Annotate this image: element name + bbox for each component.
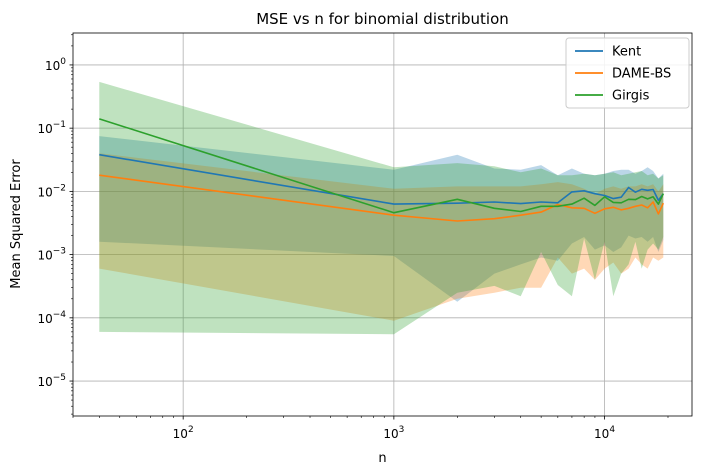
x-tick-label-0: 102 (173, 425, 194, 441)
legend-label-dame-bs: DAME-BS (612, 67, 671, 82)
legend-box (565, 37, 690, 109)
axis-ticks: 102 103 104 10−5 10−4 10−3 10−2 10−1 100 (37, 34, 669, 441)
line-dame-bs (99, 174, 665, 222)
y-tick-label-3: 10−2 (37, 183, 66, 199)
y-tick-label-2: 10−3 (37, 247, 66, 263)
line-kent (99, 153, 664, 205)
legend: Kent DAME-BS Girgis (565, 37, 690, 109)
series-lines (99, 118, 665, 222)
x-tick-label-1: 103 (383, 425, 404, 441)
y-tick-label-1: 10−4 (37, 310, 66, 326)
legend-label-kent: Kent (612, 45, 641, 60)
band-kent (99, 136, 664, 302)
y-tick-label-0: 10−5 (37, 373, 66, 389)
legend-label-girgis: Girgis (612, 89, 650, 104)
y-tick-label-4: 10−1 (37, 120, 66, 136)
chart-title: MSE vs n for binomial distribution (256, 10, 509, 28)
y-tick-label-5: 100 (45, 57, 66, 73)
x-axis-title: n (378, 451, 386, 466)
x-tick-label-2: 104 (594, 425, 615, 441)
y-axis-title: Mean Squared Error (9, 159, 24, 289)
line-girgis (99, 118, 665, 214)
